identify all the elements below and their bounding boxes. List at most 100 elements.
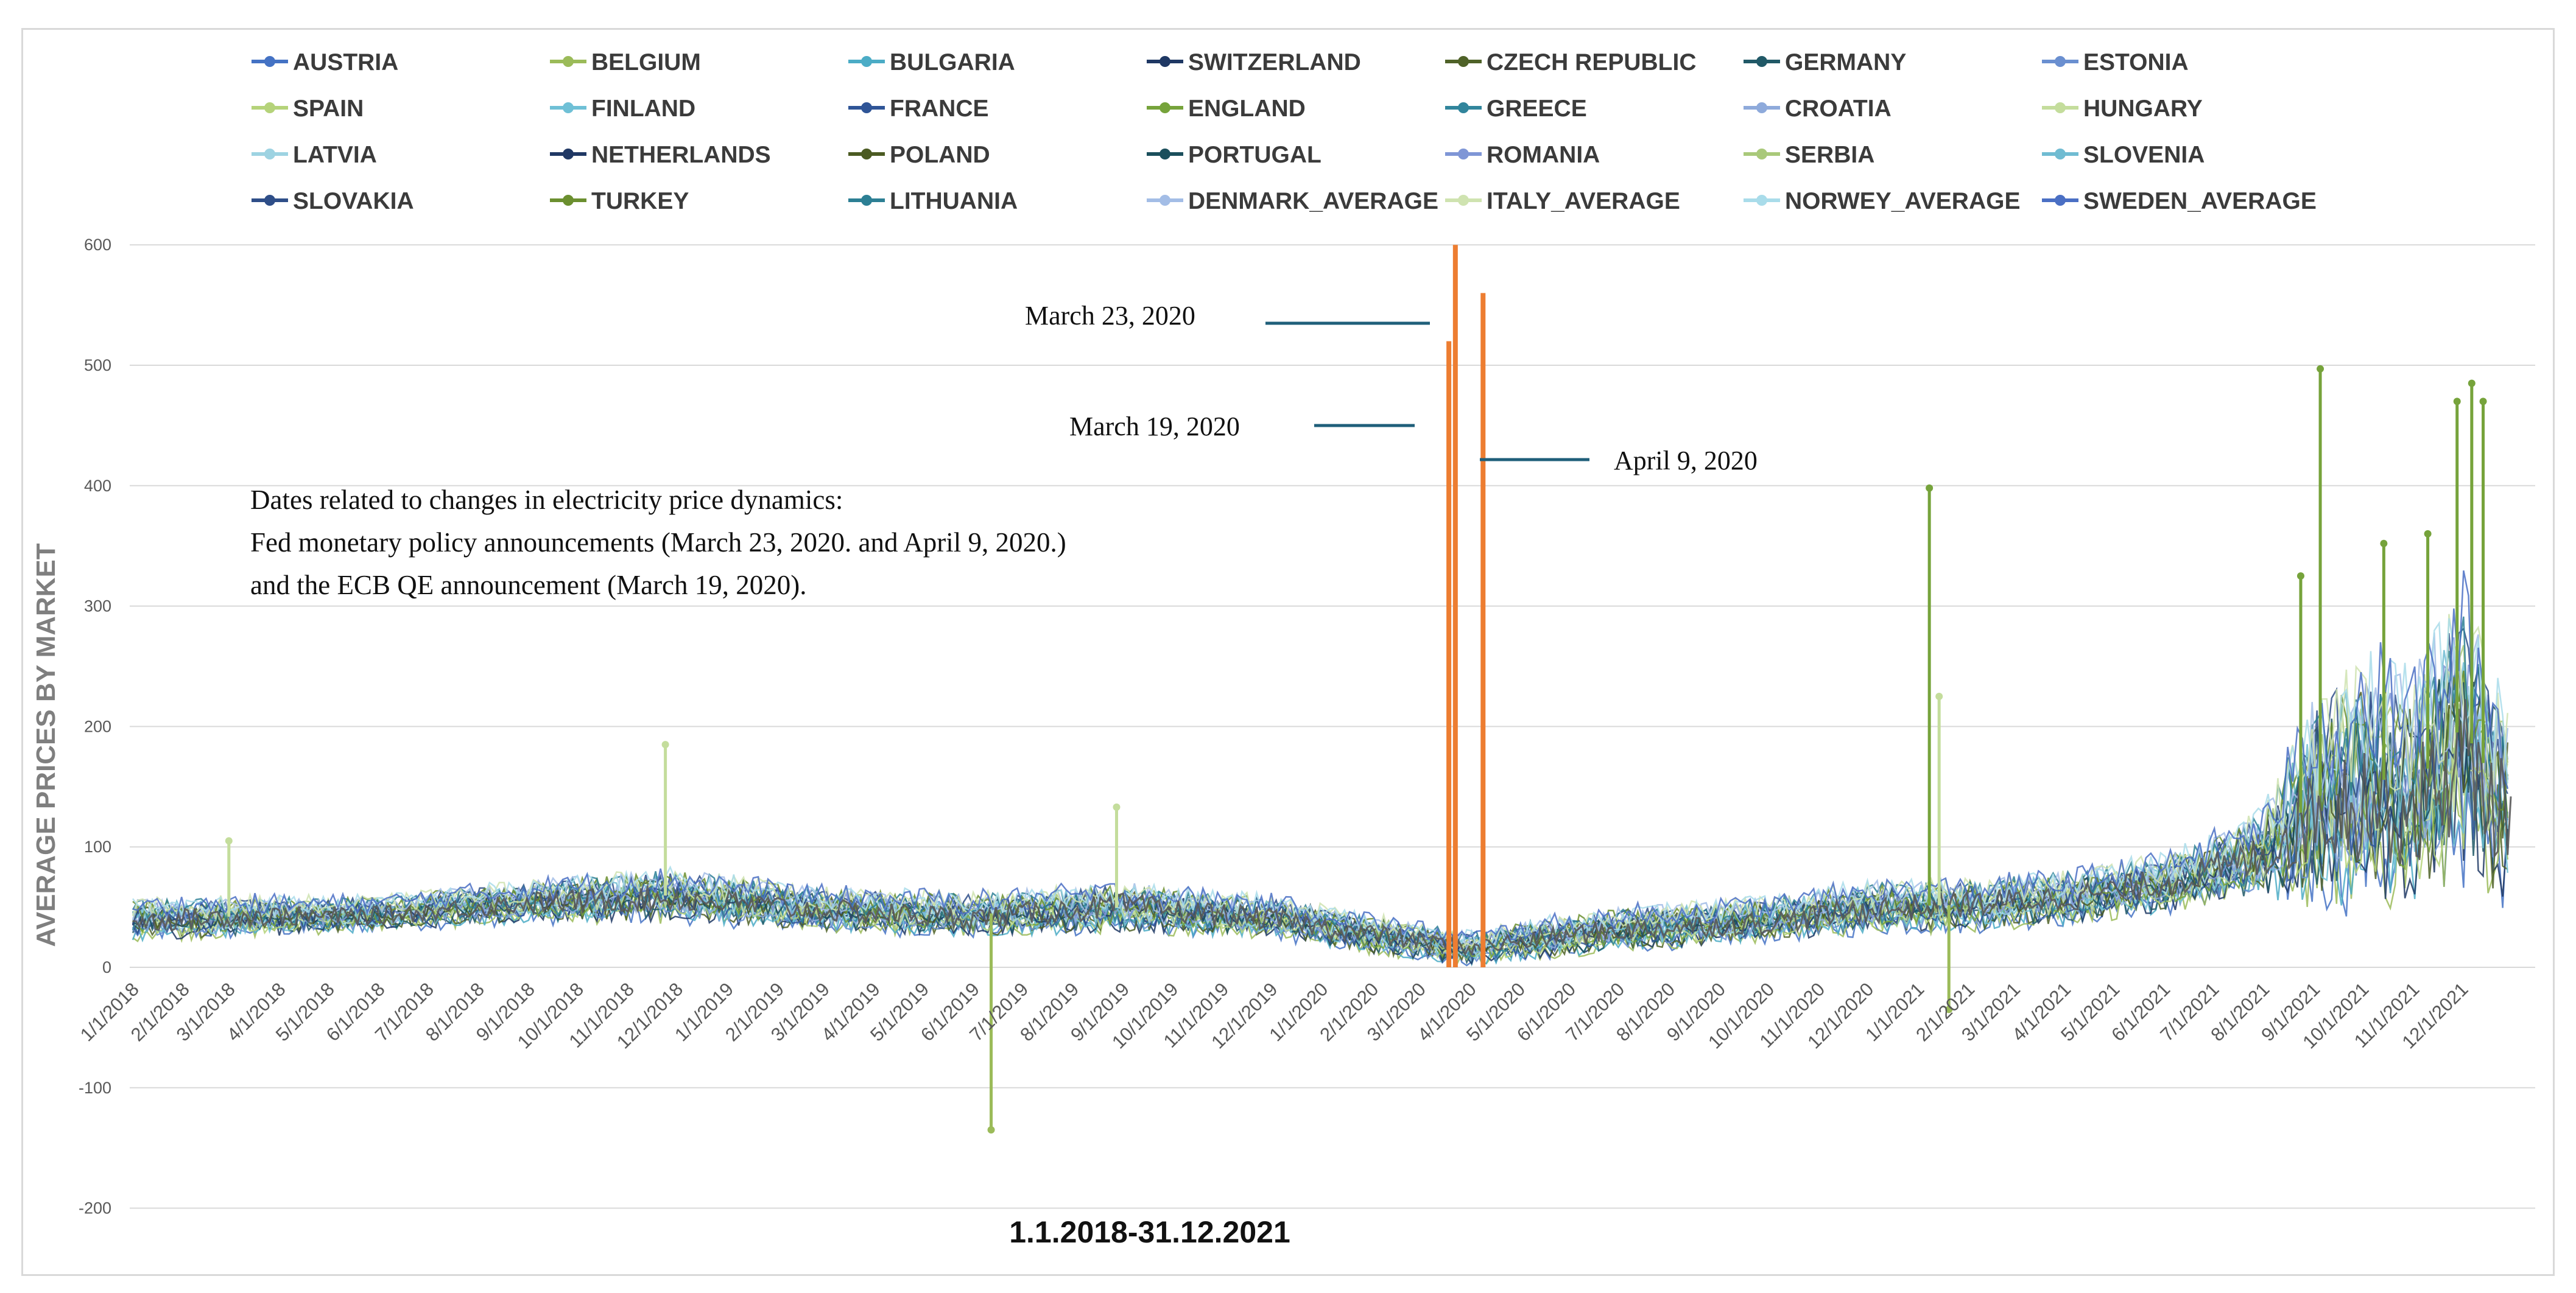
spike-point — [2468, 379, 2476, 387]
legend-swatch-dot — [1160, 102, 1170, 113]
legend-label: NORWEY_AVERAGE — [1785, 188, 2020, 214]
legend-item: BELGIUM — [550, 49, 701, 75]
legend-item: SPAIN — [252, 96, 364, 122]
legend-swatch-dot — [563, 56, 574, 67]
legend-item: ITALY_AVERAGE — [1445, 188, 1680, 214]
legend-item: SERBIA — [1744, 142, 1874, 168]
legend-item: SWEDEN_AVERAGE — [2042, 188, 2317, 214]
legend-label: ENGLAND — [1188, 96, 1306, 122]
legend-label: TURKEY — [591, 188, 689, 214]
legend-item: CZECH REPUBLIC — [1445, 49, 1697, 75]
legend-swatch-dot — [264, 149, 275, 159]
annotation-line-3: and the ECB QE announcement (March 19, 2… — [250, 570, 807, 600]
legend-label: PORTUGAL — [1188, 142, 1321, 168]
legend-swatch-dot — [2055, 149, 2066, 159]
event-layer: March 19, 2020 March 23, 2020 April 9, 202… — [1025, 245, 1758, 967]
legend-item: AUSTRIA — [252, 49, 398, 75]
legend-swatch-dot — [861, 102, 872, 113]
legend-item: LITHUANIA — [848, 188, 1018, 214]
legend-label: SPAIN — [293, 96, 364, 122]
legend-swatch-dot — [2055, 56, 2066, 67]
spike-point — [2296, 572, 2304, 580]
legend-label: LATVIA — [293, 142, 377, 168]
legend-label: SWEDEN_AVERAGE — [2083, 188, 2317, 214]
legend-label: BULGARIA — [890, 49, 1015, 75]
spike-point — [2453, 398, 2461, 405]
legend-item: TURKEY — [550, 188, 689, 214]
legend-swatch-dot — [1160, 56, 1170, 67]
legend-label: SERBIA — [1785, 142, 1874, 168]
y-tick-label: 400 — [84, 477, 111, 495]
legend-swatch-dot — [563, 102, 574, 113]
legend-item: SWITZERLAND — [1147, 49, 1361, 75]
legend-swatch-dot — [1756, 195, 1767, 206]
series-line — [132, 627, 2508, 950]
y-tick-label: 100 — [84, 838, 111, 856]
legend-label: POLAND — [890, 142, 990, 168]
spike-point — [987, 1126, 995, 1134]
series-line — [132, 632, 2508, 952]
legend-swatch-dot — [1756, 56, 1767, 67]
legend-swatch-dot — [2055, 102, 2066, 113]
legend-swatch-dot — [1458, 195, 1469, 206]
legend-label: LITHUANIA — [890, 188, 1018, 214]
legend-swatch-dot — [861, 195, 872, 206]
legend-label: DENMARK_AVERAGE — [1188, 188, 1438, 214]
legend-label: ESTONIA — [2083, 49, 2189, 75]
spike-point — [661, 741, 669, 749]
spike-point — [1935, 692, 1943, 700]
legend-item: NETHERLANDS — [550, 142, 771, 168]
event-label: April 9, 2020 — [1614, 446, 1758, 475]
spike-point — [2317, 365, 2324, 373]
legend-label: SWITZERLAND — [1188, 49, 1361, 75]
event-label: March 19, 2020 — [1069, 412, 1240, 441]
legend-swatch-dot — [1160, 195, 1170, 206]
legend: AUSTRIA BELGIUM BULGARIA SWITZERLAND CZECH R… — [252, 49, 2317, 214]
spike-point — [1926, 484, 1934, 492]
y-axis-ticks: 600 500 400 300 200 100 0 -100 -200 — [79, 236, 111, 1217]
legend-swatch-dot — [264, 102, 275, 113]
legend-item: ESTONIA — [2042, 49, 2189, 75]
spike-point — [2380, 539, 2388, 547]
legend-item: SLOVENIA — [2042, 142, 2205, 168]
annotation-text-block: Dates related to changes in electricity … — [250, 485, 1066, 600]
legend-item: SLOVAKIA — [252, 188, 414, 214]
legend-label: CROATIA — [1785, 96, 1892, 122]
legend-swatch-dot — [861, 56, 872, 67]
legend-swatch-dot — [1160, 149, 1170, 159]
y-tick-label: 0 — [102, 958, 111, 976]
x-axis-title: 1.1.2018-31.12.2021 — [1009, 1215, 1290, 1249]
legend-swatch-dot — [1458, 149, 1469, 159]
y-tick-label: 600 — [84, 236, 111, 254]
legend-label: CZECH REPUBLIC — [1487, 49, 1697, 75]
spike-point — [2479, 398, 2487, 405]
legend-swatch-dot — [1756, 149, 1767, 159]
event-label: March 23, 2020 — [1025, 301, 1195, 331]
y-tick-label: 300 — [84, 597, 111, 615]
legend-item: DENMARK_AVERAGE — [1147, 188, 1438, 214]
legend-swatch-dot — [861, 149, 872, 159]
y-tick-label: 200 — [84, 717, 111, 735]
legend-swatch-dot — [1458, 102, 1469, 113]
legend-label: SLOVAKIA — [293, 188, 414, 214]
legend-label: SLOVENIA — [2083, 142, 2205, 168]
legend-swatch-dot — [264, 56, 275, 67]
y-tick-label: -100 — [79, 1079, 111, 1097]
legend-item: LATVIA — [252, 142, 377, 168]
series-line — [132, 614, 2508, 949]
y-tick-label: -200 — [79, 1199, 111, 1218]
legend-item: GERMANY — [1744, 49, 1906, 75]
legend-item: PORTUGAL — [1147, 142, 1321, 168]
y-tick-label: 500 — [84, 356, 111, 374]
legend-swatch-dot — [2055, 195, 2066, 206]
annotation-line-2: Fed monetary policy announcements (March… — [250, 527, 1066, 558]
legend-label: GREECE — [1487, 96, 1587, 122]
legend-label: FRANCE — [890, 96, 989, 122]
spike-point — [1113, 803, 1121, 811]
legend-item: NORWEY_AVERAGE — [1744, 188, 2020, 214]
chart-frame: March 19, 2020 March 23, 2020 April 9, 202… — [21, 28, 2555, 1276]
series-layer — [132, 365, 2512, 1134]
legend-swatch-dot — [1756, 102, 1767, 113]
legend-label: AUSTRIA — [293, 49, 398, 75]
legend-swatch-dot — [563, 149, 574, 159]
